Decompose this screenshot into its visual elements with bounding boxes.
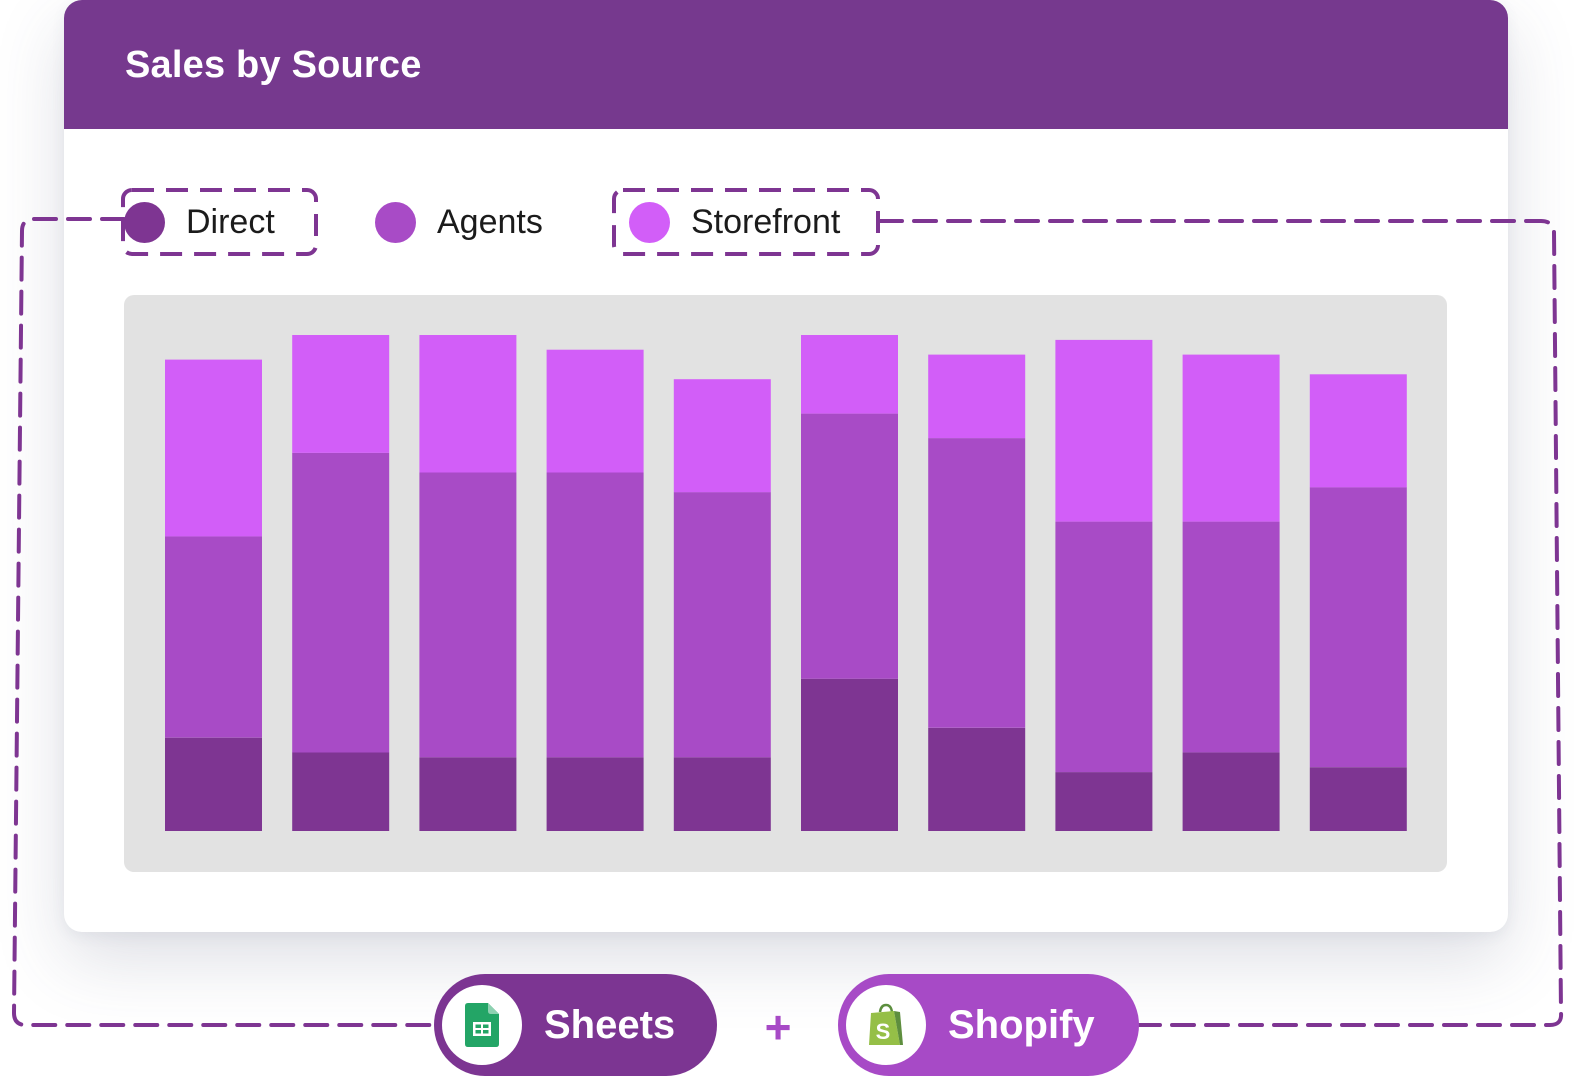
bar-1-direct <box>165 737 262 831</box>
card-title: Sales by Source <box>125 44 422 86</box>
bar-8-direct <box>1055 772 1153 831</box>
legend-label-direct: Direct <box>186 202 275 241</box>
bar-1-storefront <box>165 359 262 537</box>
bar-5-direct <box>673 757 771 831</box>
sales-by-source-card: Sales by Source Direct Agents Storefront <box>64 0 1508 932</box>
bar-10-storefront <box>1309 374 1407 488</box>
sheets-icon-circle <box>442 985 522 1065</box>
stacked-bar-chart <box>165 335 1407 831</box>
bar-8-agents <box>1055 521 1153 773</box>
bar-5-storefront <box>673 379 771 493</box>
legend-item-agents[interactable]: Agents <box>375 190 543 254</box>
bar-2-agents <box>292 452 390 753</box>
legend-swatch-agents <box>375 201 416 243</box>
svg-text:S: S <box>876 1019 891 1044</box>
bar-1-agents <box>165 536 262 738</box>
bar-10-direct <box>1309 767 1407 831</box>
bar-4-direct <box>546 757 644 831</box>
legend-swatch-direct <box>124 201 165 243</box>
bar-9-direct <box>1182 752 1280 831</box>
bar-9-storefront <box>1182 354 1280 522</box>
shopify-integration-pill[interactable]: S Shopify <box>838 974 1139 1076</box>
bar-3-storefront <box>419 335 517 473</box>
bar-4-storefront <box>546 349 644 473</box>
legend-label-agents: Agents <box>437 202 543 241</box>
bar-3-direct <box>419 757 517 831</box>
bar-5-agents <box>673 492 771 758</box>
shopify-label: Shopify <box>948 1002 1095 1047</box>
bar-7-storefront <box>928 354 1026 439</box>
bar-7-agents <box>928 438 1026 728</box>
bar-6-agents <box>801 413 898 679</box>
bar-6-direct <box>801 678 898 831</box>
plot-area <box>124 295 1447 872</box>
google-sheets-icon <box>465 1003 499 1047</box>
bar-8-storefront <box>1055 339 1153 522</box>
bar-2-storefront <box>292 335 390 453</box>
shopify-bag-icon: S <box>869 1003 903 1045</box>
legend-item-storefront[interactable]: Storefront <box>629 190 840 254</box>
legend-label-storefront: Storefront <box>691 202 841 241</box>
shopify-icon-circle: S <box>846 985 926 1065</box>
bar-6-storefront <box>801 335 898 414</box>
card-header: Sales by Source <box>64 0 1508 129</box>
sheets-label: Sheets <box>544 1002 676 1047</box>
plus-connector: + <box>764 1001 792 1053</box>
bar-4-agents <box>546 472 644 758</box>
sheets-integration-pill[interactable]: Sheets <box>434 974 717 1076</box>
legend-swatch-storefront <box>629 201 670 243</box>
bar-9-agents <box>1182 521 1280 753</box>
bar-3-agents <box>419 472 517 758</box>
bar-10-agents <box>1309 487 1407 768</box>
bar-7-direct <box>928 727 1026 831</box>
legend-item-direct[interactable]: Direct <box>124 190 275 254</box>
bar-2-direct <box>292 752 390 831</box>
